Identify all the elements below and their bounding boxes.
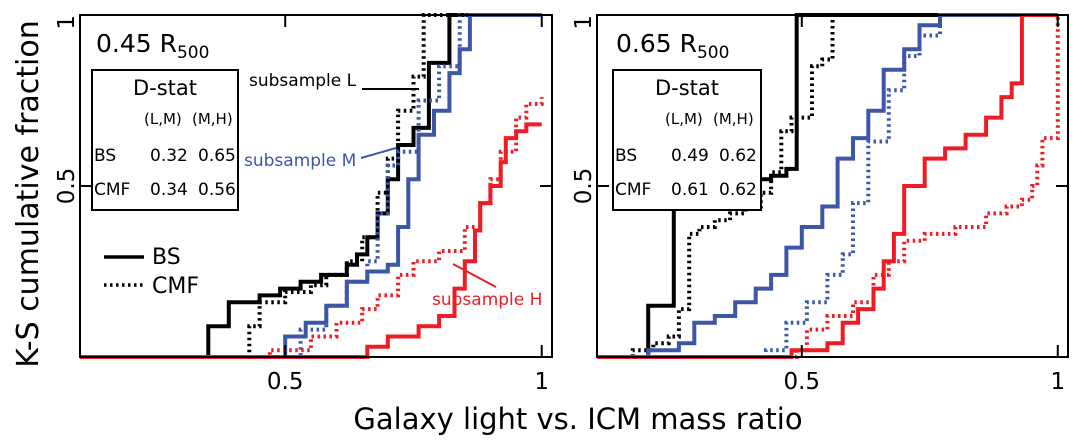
legend-cmf-label: CMF (152, 274, 199, 299)
series-m-bs-line (80, 13, 542, 359)
series-h-bs-line (597, 13, 1058, 359)
legend-bs-label: BS (152, 245, 181, 270)
dstat-row-label: CMF (94, 180, 130, 200)
dstat-value: 0.62 (719, 146, 757, 166)
panel-title: 0.45 R500 (96, 29, 209, 63)
dstat-value: 0.32 (150, 146, 188, 166)
dstat-box (612, 69, 762, 211)
series-h-cmf-line (80, 97, 544, 359)
dstat-value: 0.62 (719, 180, 757, 200)
dstat-value: 0.61 (671, 180, 709, 200)
panel-2: 0.5 1 0.5 1 0.65 R500 D-stat (L,M) (M,H) BS 0.49 0… (571, 13, 1069, 395)
dstat-value: 0.56 (198, 180, 236, 200)
dstat-col-header: (M,H) (192, 110, 233, 128)
panel-title-subscript: 500 (177, 43, 209, 63)
dstat-title: D-stat (133, 76, 197, 100)
dstat-box (91, 69, 239, 211)
annotation-label: subsample M (244, 151, 356, 171)
dstat-row-label: BS (94, 146, 116, 166)
legend: BS CMF (104, 245, 199, 299)
panel-title: 0.65 R500 (616, 29, 729, 63)
y-tick-label: 1 (571, 15, 597, 30)
dstat-value: 0.65 (198, 146, 236, 166)
dstat-value: 0.34 (150, 180, 188, 200)
series-m-bs-line (597, 13, 1058, 359)
panel-title-subscript: 500 (697, 43, 729, 63)
x-tick-label: 0.5 (267, 369, 304, 395)
dstat-col-header: (L,M) (665, 110, 703, 128)
x-tick-label: 1 (534, 369, 549, 395)
series-l-cmf-line (80, 13, 542, 359)
annotation-pointer (452, 263, 497, 288)
series-m-cmf-line (597, 13, 1058, 359)
y-axis-label: K-S cumulative fraction (11, 20, 46, 367)
dstat-row-label: CMF (615, 180, 651, 200)
panel-1: 0.5 1 0.5 1 0.45 R500 D-stat (L,M) (M,H) BS 0.32 0… (54, 13, 553, 395)
series-group (80, 13, 544, 359)
series-h-cmf-line (597, 15, 1060, 359)
x-axis-label: Galaxy light vs. ICM mass ratio (353, 402, 802, 436)
dstat-value: 0.49 (671, 146, 709, 166)
series-l-cmf-line (597, 13, 1058, 359)
dstat-row-label: BS (615, 146, 637, 166)
y-tick-label: 0.5 (571, 168, 597, 205)
series-group (597, 13, 1060, 359)
annotation-pointer (360, 147, 397, 159)
dstat-col-header: (M,H) (713, 110, 754, 128)
x-tick-label: 0.5 (783, 369, 820, 395)
series-m-cmf-line (80, 13, 542, 359)
annotation-label: subsample L (249, 71, 357, 91)
y-tick-label: 1 (54, 15, 80, 30)
x-tick-label: 1 (1050, 369, 1065, 395)
dstat-title: D-stat (655, 76, 719, 100)
dstat-col-header: (L,M) (144, 110, 182, 128)
panel-title-main: 0.45 R (96, 29, 177, 58)
series-h-bs-line (80, 122, 542, 359)
annotation-label: subsample H (432, 290, 542, 310)
panel-title-main: 0.65 R (616, 29, 697, 58)
y-tick-label: 0.5 (54, 168, 80, 205)
